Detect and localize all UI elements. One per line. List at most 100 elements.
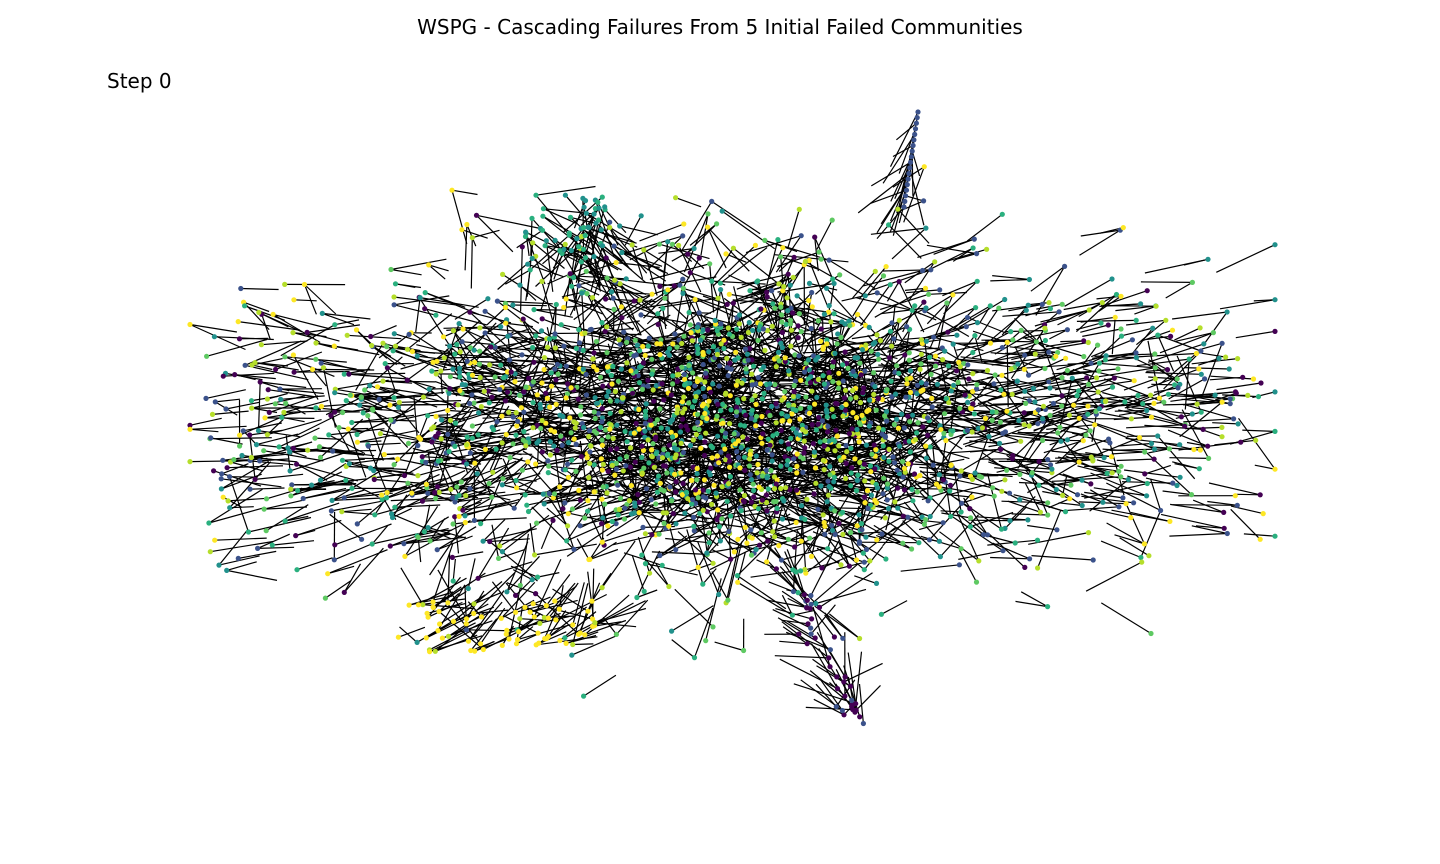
graph-edge: [588, 465, 608, 479]
graph-node: [690, 370, 696, 376]
graph-node: [637, 348, 643, 354]
graph-node: [384, 495, 390, 501]
graph-edge: [970, 511, 1014, 528]
graph-edge: [377, 386, 435, 397]
graph-edge: [566, 518, 617, 542]
graph-edge: [436, 535, 473, 551]
graph-node: [500, 271, 506, 277]
graph-edge: [1009, 495, 1036, 522]
graph-node: [510, 414, 516, 420]
graph-edge: [536, 636, 598, 646]
graph-node: [683, 423, 689, 429]
graph-node: [673, 195, 679, 201]
graph-node: [776, 281, 782, 287]
graph-edge: [682, 288, 702, 322]
graph-edge: [704, 366, 759, 383]
graph-node: [597, 374, 604, 380]
graph-edge: [643, 249, 658, 296]
graph-edge: [575, 222, 597, 283]
graph-edge: [785, 631, 831, 651]
graph-node: [539, 417, 545, 424]
graph-edge: [1134, 305, 1157, 315]
graph-node: [500, 476, 506, 482]
graph-edge: [879, 472, 940, 488]
graph-edge: [997, 446, 1053, 470]
graph-node: [619, 315, 625, 321]
graph-edge: [1058, 378, 1089, 385]
graph-edge: [880, 293, 929, 311]
graph-edge: [244, 364, 309, 381]
graph-node: [755, 461, 761, 468]
graph-edge: [1080, 493, 1104, 503]
graph-node: [900, 474, 906, 480]
graph-node: [921, 198, 927, 204]
graph-edge: [1072, 377, 1100, 410]
graph-node: [884, 387, 890, 393]
graph-edge: [380, 433, 435, 444]
graph-node: [475, 432, 481, 438]
graph-edge: [977, 307, 1000, 341]
graph-edge: [892, 434, 925, 458]
graph-node: [1032, 351, 1038, 357]
graph-edge: [364, 389, 389, 402]
graph-node: [642, 531, 649, 537]
graph-edge: [295, 529, 316, 537]
graph-edge: [347, 334, 402, 340]
graph-edge: [515, 604, 544, 613]
graph-node: [740, 434, 746, 440]
graph-node: [905, 461, 911, 467]
graph-edge: [517, 420, 571, 431]
graph-node: [767, 412, 773, 419]
graph-edge: [482, 518, 506, 542]
graph-node: [637, 297, 643, 303]
graph-node: [854, 414, 860, 421]
graph-node: [839, 404, 845, 410]
graph-edge: [860, 284, 891, 326]
graph-edge: [651, 428, 700, 451]
graph-node: [1118, 474, 1124, 480]
graph-node: [605, 468, 611, 474]
graph-edge: [1021, 498, 1066, 513]
graph-edge: [436, 526, 477, 551]
graph-edge: [502, 458, 518, 489]
graph-edge: [939, 514, 979, 558]
graph-edge: [749, 290, 791, 325]
graph-edge: [484, 399, 506, 450]
graph-edge: [636, 589, 658, 599]
graph-edge: [946, 368, 988, 372]
graph-node: [940, 477, 946, 483]
graph-edge: [852, 271, 876, 299]
graph-edge: [269, 395, 319, 413]
graph-edge: [981, 414, 1025, 426]
graph-node: [1047, 306, 1053, 312]
graph-node: [792, 544, 798, 550]
graph-edge: [585, 257, 612, 301]
graph-node: [719, 484, 725, 490]
graph-edge: [429, 387, 461, 390]
graph-edge: [227, 465, 284, 469]
graph-node: [900, 540, 906, 546]
graph-edge: [438, 473, 478, 493]
graph-node: [836, 443, 842, 449]
graph-node: [923, 443, 929, 449]
graph-edge: [1089, 479, 1129, 512]
graph-edge: [950, 421, 1000, 444]
graph-edge: [512, 304, 547, 307]
graph-edge: [766, 473, 821, 512]
graph-edge: [399, 626, 418, 643]
graph-edge: [1030, 265, 1065, 292]
graph-node: [445, 407, 451, 413]
graph-node: [895, 425, 902, 431]
graph-node: [1167, 518, 1173, 525]
graph-edge: [764, 492, 806, 520]
graph-edge: [263, 499, 306, 510]
graph-edge: [1065, 355, 1107, 376]
graph-node: [862, 500, 868, 506]
graph-node: [641, 588, 647, 595]
graph-edge: [1172, 461, 1200, 470]
graph-edge: [1071, 432, 1111, 444]
graph-edge: [428, 264, 446, 280]
graph-node: [907, 449, 913, 455]
graph-edge: [904, 287, 926, 291]
graph-node: [1083, 432, 1089, 438]
